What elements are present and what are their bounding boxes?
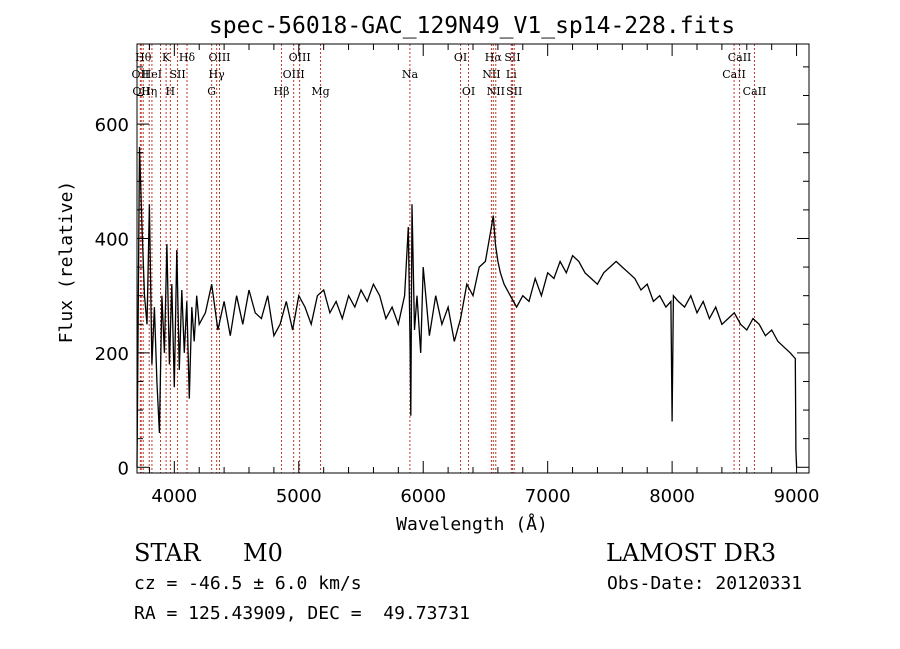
line-label: G <box>207 85 216 98</box>
line-label: Hδ <box>179 51 196 64</box>
line-label: Hθ <box>135 51 152 64</box>
line-label: SII <box>506 85 522 98</box>
y-axis: 0 200 400 600 <box>95 66 809 479</box>
x-tick-label: 6000 <box>400 486 446 507</box>
line-label: HeI <box>142 68 162 81</box>
line-label: Hη <box>141 85 157 98</box>
y-axis-label: Flux (relative) <box>56 181 77 344</box>
x-tick-label: 4000 <box>151 486 197 507</box>
line-label: Hα <box>485 51 503 64</box>
x-tick-label: 9000 <box>774 486 820 507</box>
line-label: K <box>162 51 171 64</box>
spectral-line-markers: OIIOIIHθHηHeIKHSIIHδGHγOIIIHβOIIIOIIIMgN… <box>132 44 767 473</box>
line-label: NII <box>482 68 500 81</box>
line-label: OIII <box>208 51 230 64</box>
x-tick-label: 7000 <box>525 486 571 507</box>
obs-date: Obs-Date: 20120331 <box>607 573 803 594</box>
line-label: OI <box>454 51 467 64</box>
x-tick-label: 5000 <box>276 486 322 507</box>
spectrum-line <box>136 146 798 468</box>
line-label: Na <box>402 68 419 81</box>
coordinates: RA = 125.43909, DEC = 49.73731 <box>134 603 470 624</box>
y-tick-label: 200 <box>95 344 129 365</box>
chart-title: spec-56018-GAC_129N49_V1_sp14-228.fits <box>209 13 735 39</box>
line-label: CaII <box>722 68 746 81</box>
object-subclass: M0 <box>243 539 283 567</box>
line-label: CaII <box>728 51 752 64</box>
line-label: NII <box>487 85 505 98</box>
line-label: CaII <box>743 85 767 98</box>
line-label: OIII <box>289 51 311 64</box>
line-label: Li <box>506 68 517 81</box>
line-label: SII <box>504 51 520 64</box>
line-label: Mg <box>311 85 329 98</box>
line-label: Hβ <box>274 85 290 98</box>
line-label: OI <box>462 85 475 98</box>
object-class: STAR <box>134 539 201 567</box>
line-label: OII <box>132 68 150 81</box>
line-label: Hγ <box>209 68 226 81</box>
y-tick-label: 0 <box>118 458 129 479</box>
x-axis: 4000 5000 6000 7000 8000 9000 <box>148 44 820 507</box>
redshift-value: cz = -46.5 ± 6.0 km/s <box>134 573 362 594</box>
plot-frame <box>136 43 810 474</box>
line-label: H <box>166 85 176 98</box>
y-tick-label: 600 <box>95 115 129 136</box>
line-label: SII <box>169 68 185 81</box>
line-label: OIII <box>283 68 305 81</box>
x-tick-label: 8000 <box>649 486 695 507</box>
y-tick-label: 400 <box>95 229 129 250</box>
x-axis-label: Wavelength (Å) <box>396 513 548 535</box>
survey-name: LAMOST DR3 <box>606 539 777 567</box>
